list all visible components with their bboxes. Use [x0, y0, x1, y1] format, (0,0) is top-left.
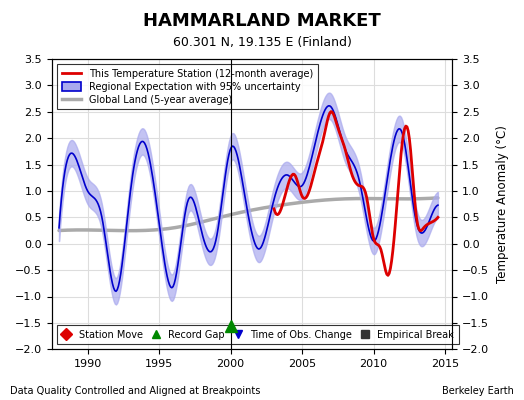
Text: Berkeley Earth: Berkeley Earth — [442, 386, 514, 396]
Y-axis label: Temperature Anomaly (°C): Temperature Anomaly (°C) — [496, 125, 509, 283]
Text: HAMMARLAND MARKET: HAMMARLAND MARKET — [143, 12, 381, 30]
Legend: Station Move, Record Gap, Time of Obs. Change, Empirical Break: Station Move, Record Gap, Time of Obs. C… — [57, 325, 459, 344]
Text: 60.301 N, 19.135 E (Finland): 60.301 N, 19.135 E (Finland) — [172, 36, 352, 49]
Text: Data Quality Controlled and Aligned at Breakpoints: Data Quality Controlled and Aligned at B… — [10, 386, 261, 396]
